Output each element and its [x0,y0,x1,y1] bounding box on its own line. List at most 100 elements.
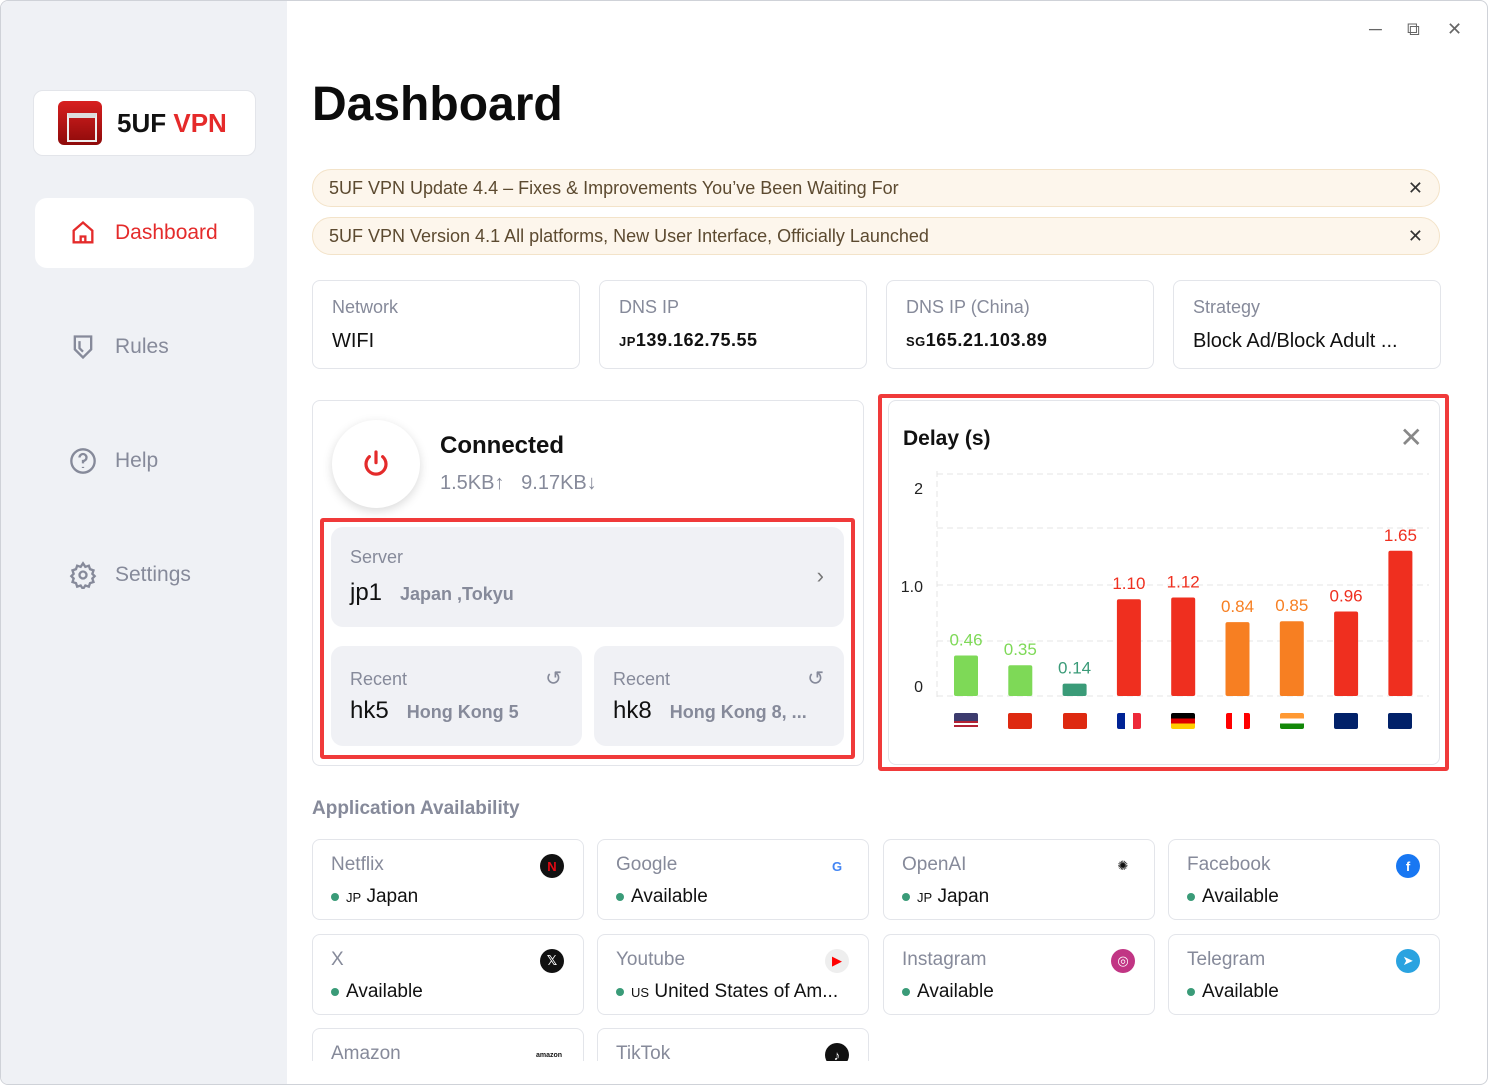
notice-text[interactable]: 5UF VPN Update 4.4 – Fixes & Improvement… [329,177,899,198]
upload-speed: 1.5KB↑ [440,472,505,494]
download-speed: 9.17KB↓ [521,472,597,494]
close-notice-icon[interactable]: ✕ [1407,225,1423,246]
amazon-icon: amazon [534,1043,564,1061]
flag-gb-icon [1388,713,1413,729]
server-location: Japan ,Tokyu [400,584,514,604]
app-name: Amazon [331,1043,401,1061]
server-selector[interactable]: Server jp1 Japan ,Tokyu › [331,527,844,627]
status-dot [616,892,624,901]
server-code: hk8 [613,697,652,724]
info-card-dns-ip: DNS IP JP139.162.75.55 [599,280,867,369]
connection-status: Connected [440,432,565,459]
status-dot [331,892,339,901]
status-dot [1187,987,1195,996]
page-title: Dashboard [312,78,563,131]
history-icon: ↺ [807,668,824,690]
country-code: US [631,985,650,1000]
app-status: Available [1202,981,1279,1002]
app-name: TikTok [616,1043,671,1061]
app-name: Netflix [331,854,384,875]
app-status: Available [1202,886,1279,907]
chart-title: Delay (s) [903,427,991,450]
app-card-amazon[interactable]: Amazon amazon [312,1028,584,1061]
app-name: X [331,949,344,970]
sidebar-item-dashboard[interactable]: Dashboard [35,198,254,268]
app-card-openai[interactable]: OpenAI ✺ JP Japan [883,839,1155,920]
close-chart-icon[interactable]: ✕ [1399,422,1423,453]
tiktok-icon: ♪ [825,1043,849,1061]
notice-bar[interactable]: 5UF VPN Version 4.1 All platforms, New U… [312,217,1440,255]
sidebar-item-label: Rules [115,335,169,358]
sidebar-item-label: Dashboard [115,221,218,244]
app-card-tiktok[interactable]: TikTok ♪ [597,1028,869,1061]
sidebar-item-help[interactable]: Help [35,426,254,496]
info-label: Strategy [1193,297,1261,317]
app-status: Available [631,886,708,907]
app-card-telegram[interactable]: Telegram ➤ Available [1168,934,1440,1015]
info-label: DNS IP [619,297,680,317]
google-icon: G [825,854,849,878]
app-card-youtube[interactable]: Youtube ▶ US United States of Am... [597,934,869,1015]
info-label: Network [332,297,399,317]
openai-icon: ✺ [1111,854,1135,878]
app-name: OpenAI [902,854,967,875]
chevron-right-icon: › [816,563,824,588]
sidebar-item-rules[interactable]: Rules [35,312,254,382]
flag-au-icon [1334,713,1359,729]
delay-chart-card: Delay (s) ✕ [888,400,1440,765]
maximize-button[interactable]: ⧉ [1407,19,1420,39]
server-label: Server [350,547,404,567]
app-status: Japan [937,886,990,907]
power-icon [364,450,388,476]
app-card-instagram[interactable]: Instagram ◎ Available [883,934,1155,1015]
app-name: Instagram [902,949,987,970]
server-location: Hong Kong 5 [406,702,519,722]
flag-hk-icon [1008,713,1033,729]
flag-us-icon [954,713,978,729]
app-card-facebook[interactable]: Facebook f Available [1168,839,1440,920]
app-card-x[interactable]: X 𝕏 Available [312,934,584,1015]
history-icon: ↺ [545,668,562,690]
app-card-netflix[interactable]: Netflix N JP Japan [312,839,584,920]
app-card-google[interactable]: Google G Available [597,839,869,920]
highlight-box [320,518,855,759]
app-name: Youtube [616,949,686,970]
minimize-button[interactable]: ─ [1369,19,1382,39]
app-status: United States of Am... [654,981,839,1002]
app-status: Available [346,981,423,1002]
sidebar: 5UF VPN Dashboard Rules Help Settings [1,1,287,1084]
info-card-strategy[interactable]: Strategy Block Ad/Block Adult ... [1173,280,1441,369]
netflix-icon: N [540,854,564,878]
main-content: ─ ⧉ ✕ Dashboard 5UF VPN Update 4.4 – Fix… [287,1,1487,1084]
close-window-button[interactable]: ✕ [1447,19,1463,39]
flag-fr-icon [1116,713,1141,729]
logo-icon [58,101,102,145]
app-status: Japan [366,886,419,907]
instagram-icon: ◎ [1111,949,1135,973]
gear-icon [69,561,97,589]
flag-ca-icon [1225,713,1250,729]
recent-server[interactable]: Recent ↺ hk5 Hong Kong 5 [331,646,582,746]
server-code: jp1 [350,579,383,606]
close-notice-icon[interactable]: ✕ [1407,177,1423,198]
recent-server[interactable]: Recent ↺ hk8 Hong Kong 8, ... [594,646,844,746]
logo-suffix: VPN [173,107,227,138]
power-button[interactable] [332,420,420,508]
youtube-icon: ▶ [825,949,849,973]
status-dot [902,892,910,901]
flag-de-icon [1171,713,1196,729]
status-dot [616,987,624,996]
sidebar-item-settings[interactable]: Settings [35,540,254,610]
flag-in-icon [1279,713,1304,729]
notice-text[interactable]: 5UF VPN Version 4.1 All platforms, New U… [329,225,929,246]
status-dot [902,987,910,996]
telegram-icon: ➤ [1396,949,1420,973]
notice-bar[interactable]: 5UF VPN Update 4.4 – Fixes & Improvement… [312,169,1440,207]
facebook-icon: f [1396,854,1420,878]
sidebar-item-label: Settings [115,563,191,586]
app-name: Facebook [1187,854,1271,875]
info-label: DNS IP (China) [906,297,1030,317]
recent-label: Recent [613,669,671,689]
app-name: Telegram [1187,949,1266,970]
